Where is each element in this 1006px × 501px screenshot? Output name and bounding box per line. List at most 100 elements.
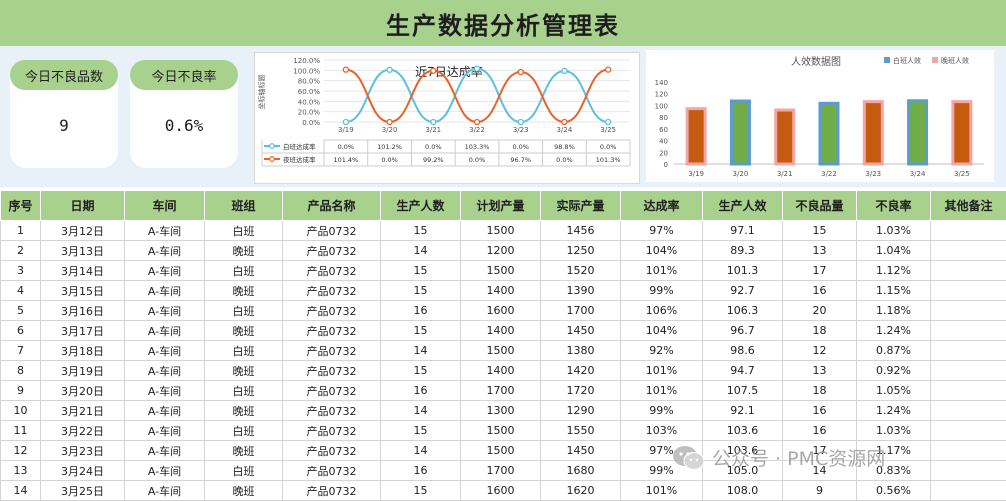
- column-header: 车间: [125, 191, 205, 221]
- data-label: 103.3%: [465, 143, 490, 151]
- table-cell: 产品0732: [283, 241, 381, 261]
- table-cell: 92%: [621, 341, 703, 361]
- table-cell: 1450: [541, 441, 621, 461]
- y-tick-label: 60.0%: [298, 88, 321, 96]
- table-cell: [931, 341, 1006, 361]
- table-cell: 15: [381, 221, 461, 241]
- bar: [687, 109, 705, 164]
- kpi-label: 今日不良品数: [10, 60, 118, 90]
- table-cell: 1500: [461, 221, 541, 241]
- achievement-rate-chart: 120.0%100.0%80.0%60.0%40.0%20.0%0.0%坐标轴标…: [254, 52, 640, 184]
- table-cell: 12: [1, 441, 41, 461]
- table-cell: [931, 461, 1006, 481]
- table-cell: 1.03%: [857, 421, 931, 441]
- data-point: [343, 120, 348, 125]
- table-cell: 1550: [541, 421, 621, 441]
- legend-marker: [270, 157, 275, 162]
- data-label: 0.0%: [381, 156, 398, 164]
- table-cell: [931, 301, 1006, 321]
- kpi-card-defect-rate: 今日不良率 0.6%: [130, 60, 238, 168]
- table-cell: 晚班: [205, 401, 283, 421]
- table-cell: 白班: [205, 221, 283, 241]
- table-cell: 101%: [621, 261, 703, 281]
- table-cell: 白班: [205, 341, 283, 361]
- table-cell: 3月20日: [41, 381, 125, 401]
- table-cell: 18: [783, 321, 857, 341]
- table-cell: 16: [783, 281, 857, 301]
- column-header: 生产人效: [703, 191, 783, 221]
- table-header-row: 序号日期车间班组产品名称生产人数计划产量实际产量达成率生产人效不良品量不良率其他…: [1, 191, 1006, 221]
- table-cell: 14: [381, 241, 461, 261]
- table-cell: 89.3: [703, 241, 783, 261]
- table-cell: 1600: [461, 481, 541, 501]
- data-point: [431, 120, 436, 125]
- table-cell: A-车间: [125, 421, 205, 441]
- table-cell: 15: [381, 361, 461, 381]
- table-cell: [931, 421, 1006, 441]
- table-cell: 3月24日: [41, 461, 125, 481]
- data-label: 0.0%: [425, 143, 442, 151]
- y-tick-label: 80.0%: [298, 78, 321, 86]
- table-cell: 产品0732: [283, 361, 381, 381]
- table-cell: 99%: [621, 401, 703, 421]
- table-cell: 15: [381, 481, 461, 501]
- x-tick-label: 3/21: [777, 170, 793, 178]
- kpi-label: 今日不良率: [130, 60, 238, 90]
- y-tick-label: 0.0%: [302, 119, 320, 127]
- table-cell: A-车间: [125, 461, 205, 481]
- table-cell: 1.15%: [857, 281, 931, 301]
- table-cell: 1.24%: [857, 401, 931, 421]
- table-cell: 1700: [461, 381, 541, 401]
- data-label: 98.8%: [554, 143, 575, 151]
- table-cell: 14: [1, 481, 41, 501]
- kpi-value: 0.6%: [130, 116, 238, 135]
- table-cell: 1300: [461, 401, 541, 421]
- bar: [909, 101, 927, 164]
- table-cell: 3月12日: [41, 221, 125, 241]
- column-header: 其他备注: [931, 191, 1006, 221]
- bar: [820, 103, 838, 164]
- table-cell: 1290: [541, 401, 621, 421]
- table-cell: [931, 321, 1006, 341]
- y-tick-label: 100: [655, 102, 668, 110]
- table-cell: 108.0: [703, 481, 783, 501]
- y-axis-label: 坐标轴标题: [257, 75, 266, 110]
- table-cell: 9: [1, 381, 41, 401]
- table-cell: 晚班: [205, 481, 283, 501]
- table-cell: A-车间: [125, 381, 205, 401]
- table-cell: A-车间: [125, 301, 205, 321]
- table-cell: 14: [381, 341, 461, 361]
- table-cell: 1700: [541, 301, 621, 321]
- watermark-text: 公众号 · PMC资源网: [712, 444, 885, 471]
- data-label: 0.0%: [469, 156, 486, 164]
- wechat-icon: [672, 445, 706, 471]
- table-cell: 7: [1, 341, 41, 361]
- table-cell: 10: [1, 401, 41, 421]
- table-cell: 14: [381, 441, 461, 461]
- table-cell: 92.7: [703, 281, 783, 301]
- table-cell: [931, 441, 1006, 461]
- chart-title: 近7日达成率: [415, 64, 483, 79]
- legend-label: 白班人效: [893, 56, 921, 65]
- table-cell: 3月15日: [41, 281, 125, 301]
- table-cell: A-车间: [125, 281, 205, 301]
- table-cell: 12: [783, 341, 857, 361]
- table-cell: 3月21日: [41, 401, 125, 421]
- table-cell: 104%: [621, 321, 703, 341]
- table-cell: 94.7: [703, 361, 783, 381]
- data-point: [562, 120, 567, 125]
- table-cell: 92.1: [703, 401, 783, 421]
- data-point: [606, 120, 611, 125]
- table-cell: 101.3: [703, 261, 783, 281]
- table-cell: 1380: [541, 341, 621, 361]
- table-cell: 产品0732: [283, 281, 381, 301]
- table-cell: 1620: [541, 481, 621, 501]
- table-cell: 1.04%: [857, 241, 931, 261]
- table-cell: 16: [783, 401, 857, 421]
- data-point: [475, 120, 480, 125]
- data-point: [343, 67, 348, 72]
- table-cell: 20: [783, 301, 857, 321]
